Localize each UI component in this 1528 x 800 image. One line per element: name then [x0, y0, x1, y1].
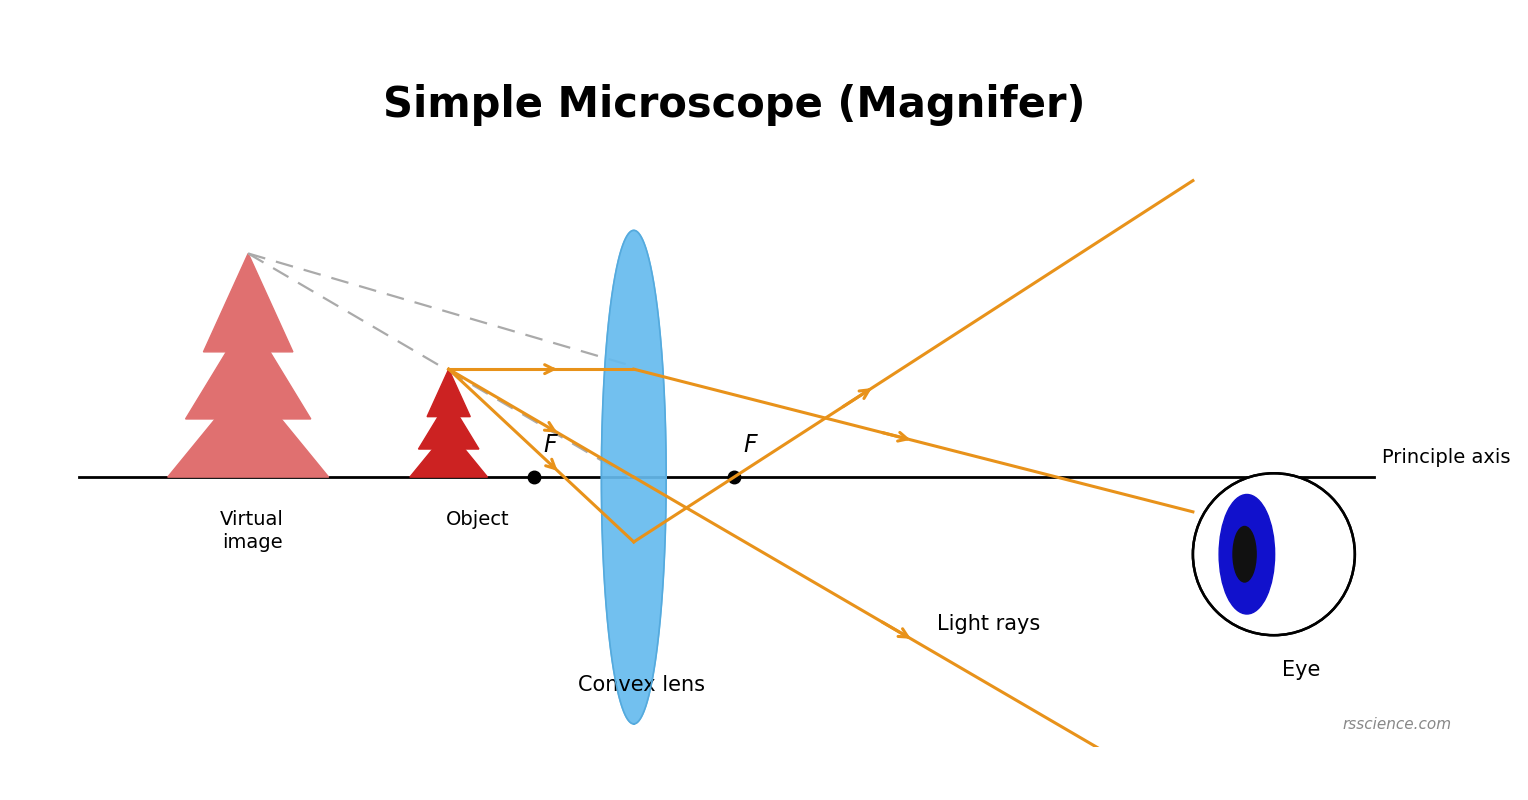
Text: Object: Object: [446, 510, 510, 529]
Polygon shape: [185, 316, 310, 419]
Polygon shape: [203, 254, 293, 352]
Text: $\mathbf{\mathit{F}}$: $\mathbf{\mathit{F}}$: [743, 434, 759, 458]
Text: Convex lens: Convex lens: [578, 675, 704, 695]
Text: Light rays: Light rays: [937, 614, 1041, 634]
Ellipse shape: [1233, 526, 1256, 582]
Ellipse shape: [1219, 494, 1274, 614]
Circle shape: [1193, 474, 1355, 635]
Text: Simple Microscope (Magnifer): Simple Microscope (Magnifer): [384, 84, 1085, 126]
Polygon shape: [428, 369, 471, 417]
Text: $\mathbf{\mathit{F}}$: $\mathbf{\mathit{F}}$: [542, 434, 558, 458]
Polygon shape: [410, 430, 487, 477]
Polygon shape: [419, 399, 478, 449]
Text: Eye: Eye: [1282, 660, 1320, 680]
Text: Virtual
image: Virtual image: [220, 510, 284, 552]
Polygon shape: [168, 378, 329, 477]
Text: Principle axis: Principle axis: [1381, 448, 1510, 467]
Text: rsscience.com: rsscience.com: [1342, 717, 1452, 732]
Polygon shape: [602, 230, 666, 724]
